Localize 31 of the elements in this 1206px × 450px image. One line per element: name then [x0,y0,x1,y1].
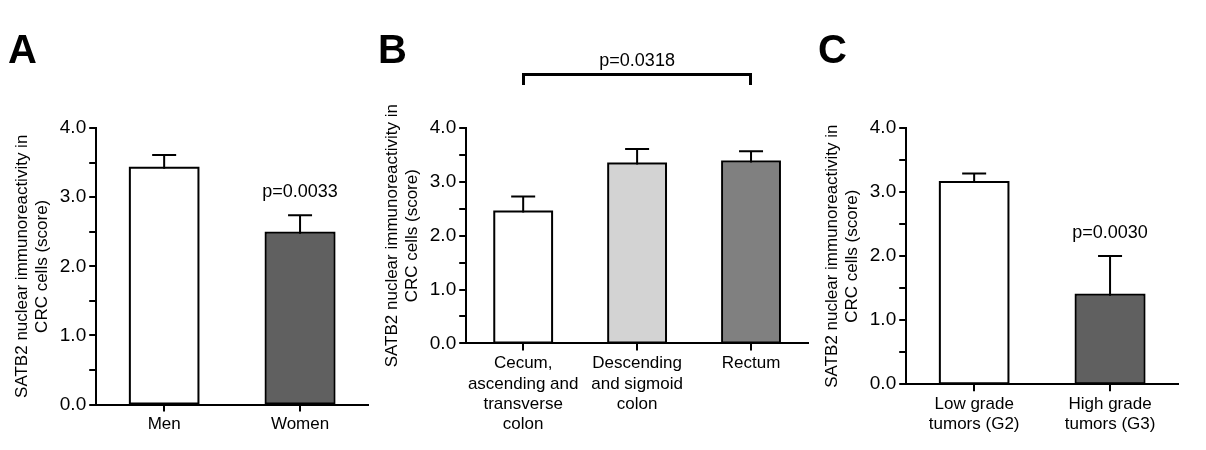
chart-title: A [8,27,37,72]
annotation: p=0.0033 [262,181,338,202]
y-tick-label: 3.0 [429,170,457,192]
y-tick-label: 2.0 [59,254,87,276]
y-tick-label: 0.0 [59,392,87,414]
y-tick-label: 1.0 [869,308,897,330]
y-tick-label: 4.0 [429,116,457,138]
y-tick-label: 3.0 [59,185,87,207]
y-tick-label: 4.0 [869,116,897,138]
y-tick-label: 4.0 [59,116,87,138]
x-tick-label: Rectum [721,353,781,373]
y-tick-label: 1.0 [59,323,87,345]
y-tick-label: 0.0 [869,372,897,394]
chart-title: C [818,27,847,72]
x-tick-label: High grade tumors (G3) [1064,394,1156,434]
text: p=0.0318 [599,49,675,70]
x-tick-label: Men [147,414,181,434]
y-tick-label: 3.0 [869,180,897,202]
x-tick-label: Low grade tumors (G2) [928,394,1020,434]
y-axis-title: SATB2 nuclear immunoreactivity in CRC cells (score) [11,134,52,398]
x-tick-label: Cecum, ascending and transverse colon [467,353,579,434]
chart-title: B [378,27,407,72]
y-axis-title: SATB2 nuclear immunoreactivity in CRC cells (score) [381,104,422,368]
annotation: p=0.0030 [1072,222,1148,243]
y-tick-label: 1.0 [429,277,457,299]
x-tick-label: Women [270,414,330,434]
y-tick-label: 2.0 [869,244,897,266]
y-tick-label: 0.0 [429,331,457,353]
x-tick-label: Descending and sigmoid colon [591,353,683,414]
y-axis-title: SATB2 nuclear immunoreactivity in CRC cells (score) [821,124,862,388]
y-tick-label: 2.0 [429,223,457,245]
